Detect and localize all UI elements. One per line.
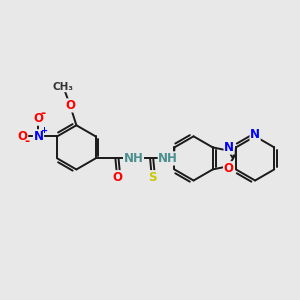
Text: N: N: [224, 141, 234, 154]
Text: O: O: [34, 112, 44, 125]
Text: -: -: [25, 135, 30, 148]
Text: N: N: [34, 130, 44, 143]
Text: O: O: [224, 162, 234, 175]
Text: O: O: [65, 99, 75, 112]
Text: CH₃: CH₃: [53, 82, 74, 92]
Text: O: O: [18, 130, 28, 143]
Text: NH: NH: [124, 152, 143, 165]
Text: -: -: [41, 107, 46, 120]
Text: O: O: [112, 171, 122, 184]
Text: N: N: [250, 128, 260, 141]
Text: NH: NH: [158, 152, 178, 165]
Text: S: S: [148, 171, 156, 184]
Text: +: +: [40, 126, 47, 135]
